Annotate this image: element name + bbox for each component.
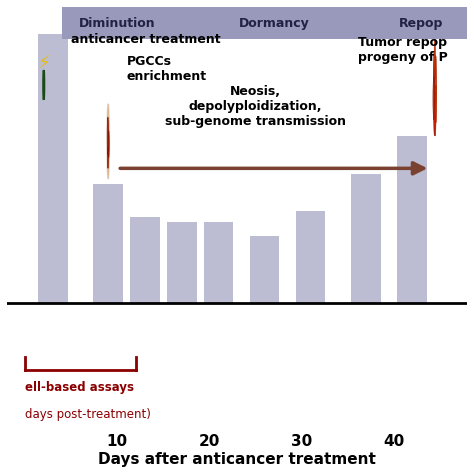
Circle shape <box>107 104 109 179</box>
Circle shape <box>436 85 437 123</box>
Text: Tumor repop
progeny of P: Tumor repop progeny of P <box>358 36 447 64</box>
Circle shape <box>108 147 109 168</box>
Circle shape <box>435 55 437 104</box>
Bar <box>204 222 233 303</box>
Circle shape <box>108 131 109 157</box>
Text: PGCCs
enrichment: PGCCs enrichment <box>127 55 207 83</box>
Text: ⚡: ⚡ <box>37 55 50 73</box>
Circle shape <box>43 70 44 100</box>
Bar <box>62 7 173 39</box>
Bar <box>167 222 197 303</box>
Text: anticancer treatment: anticancer treatment <box>72 33 221 46</box>
Circle shape <box>433 77 434 120</box>
Circle shape <box>435 93 436 136</box>
Circle shape <box>434 55 436 131</box>
Text: ell-based assays: ell-based assays <box>25 381 134 394</box>
Bar <box>296 211 325 303</box>
Text: Diminution: Diminution <box>79 17 155 29</box>
Circle shape <box>107 117 109 155</box>
Circle shape <box>434 36 436 80</box>
Circle shape <box>434 99 435 136</box>
Text: Dormancy: Dormancy <box>238 17 309 29</box>
Bar <box>93 184 123 303</box>
Bar <box>38 34 68 303</box>
Bar <box>250 236 279 303</box>
Circle shape <box>433 53 435 96</box>
Text: Repop: Repop <box>399 17 443 29</box>
Text: Neosis,
depolyploidization,
sub-genome transmission: Neosis, depolyploidization, sub-genome t… <box>165 85 346 128</box>
Bar <box>130 217 160 303</box>
Bar <box>173 7 375 39</box>
Text: days post-treatment): days post-treatment) <box>25 408 151 421</box>
X-axis label: Days after anticancer treatment: Days after anticancer treatment <box>98 452 376 467</box>
Bar <box>351 173 381 303</box>
Bar <box>397 136 427 303</box>
Bar <box>375 7 467 39</box>
